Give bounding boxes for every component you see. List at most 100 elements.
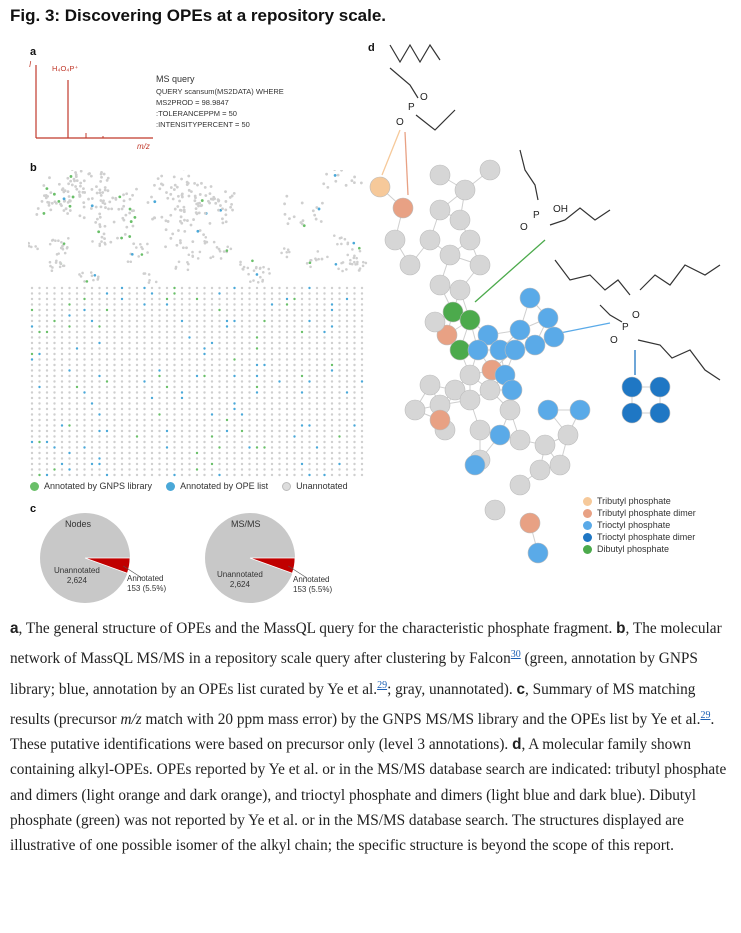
network-node xyxy=(240,369,244,372)
network-node xyxy=(203,473,206,477)
reference-link-29[interactable]: 29 xyxy=(377,679,388,691)
network-node xyxy=(98,446,101,449)
network-node xyxy=(128,341,131,345)
network-node xyxy=(225,336,229,339)
network-node xyxy=(293,297,296,301)
network-node xyxy=(131,224,135,228)
network-node xyxy=(255,314,259,317)
network-node xyxy=(135,429,139,433)
network-node xyxy=(165,352,169,356)
network-node xyxy=(120,314,124,317)
network-node xyxy=(326,255,329,259)
pie-unannotated-label: Unannotated 2,624 xyxy=(54,566,100,585)
network-node xyxy=(210,330,214,334)
network-node xyxy=(305,262,309,265)
network-node xyxy=(30,319,34,323)
network-node xyxy=(165,303,169,306)
molecular-family-network: P O O P O OH P O O xyxy=(369,43,721,564)
network-node xyxy=(98,374,101,378)
network-node xyxy=(218,286,221,290)
network-node xyxy=(263,424,266,427)
network-node xyxy=(120,374,124,378)
legend-text: Annotated by GNPS library xyxy=(44,481,153,491)
network-node xyxy=(143,435,146,438)
network-node xyxy=(135,462,139,466)
network-node xyxy=(330,325,334,328)
network-node xyxy=(323,468,326,471)
network-node xyxy=(256,280,260,284)
network-node xyxy=(128,207,132,211)
network-node xyxy=(113,286,116,290)
network-node xyxy=(285,457,289,460)
network-node xyxy=(345,407,349,411)
network-node xyxy=(240,407,244,411)
network-node xyxy=(198,193,202,196)
network-node xyxy=(98,308,101,312)
network-node xyxy=(38,418,41,422)
network-node xyxy=(330,451,334,455)
network-node xyxy=(139,242,142,246)
network-node xyxy=(68,209,72,212)
network-node xyxy=(180,292,184,295)
network-node xyxy=(203,385,206,389)
network-node xyxy=(300,352,304,356)
legend-item: Dibutyl phosphate xyxy=(583,544,696,554)
network-node xyxy=(143,391,146,394)
reference-link-29[interactable]: 29 xyxy=(700,709,711,721)
reference-link-30[interactable]: 30 xyxy=(510,649,521,661)
network-node xyxy=(330,286,334,290)
network-node xyxy=(330,374,334,378)
network-node xyxy=(293,429,296,433)
network-node xyxy=(225,314,229,317)
network-node xyxy=(300,380,304,383)
network-node xyxy=(165,319,169,323)
network-node xyxy=(128,380,131,383)
network-node xyxy=(270,352,274,356)
network-node xyxy=(218,358,221,361)
network-node xyxy=(105,374,109,378)
network-node xyxy=(75,446,79,449)
network-node xyxy=(240,435,244,438)
network-node xyxy=(53,380,56,383)
network-node xyxy=(45,369,49,372)
network-node xyxy=(30,336,34,339)
network-node xyxy=(345,418,349,422)
network-node xyxy=(330,429,334,433)
network-node xyxy=(105,330,109,334)
network-node xyxy=(38,369,41,372)
network-node xyxy=(188,402,191,405)
network-node xyxy=(57,199,61,203)
network-node xyxy=(353,374,356,378)
network-node xyxy=(300,325,304,328)
network-node xyxy=(30,297,34,301)
network-node xyxy=(188,363,191,367)
network-node xyxy=(255,440,259,444)
network-node xyxy=(218,391,221,394)
network-node xyxy=(91,240,94,243)
ms-spectrum xyxy=(35,65,153,139)
network-node xyxy=(338,396,341,400)
network-node xyxy=(270,347,274,350)
network-node xyxy=(38,396,41,400)
network-node xyxy=(270,462,274,466)
network-node xyxy=(120,429,124,433)
network-node xyxy=(113,336,116,339)
network-node xyxy=(353,363,356,367)
network-node xyxy=(203,451,206,455)
network-node xyxy=(75,396,79,400)
network-node xyxy=(135,473,139,477)
network-node xyxy=(183,218,186,222)
network-node xyxy=(30,424,34,427)
network-node xyxy=(158,424,161,427)
network-node xyxy=(323,374,326,378)
network-node xyxy=(263,325,266,328)
network-node xyxy=(60,418,64,422)
network-node xyxy=(338,391,341,394)
network-node xyxy=(98,352,101,356)
network-node xyxy=(90,314,94,317)
network-node xyxy=(225,347,229,350)
network-node xyxy=(230,202,233,206)
network-node xyxy=(293,424,296,427)
legend-item: Trioctyl phosphate xyxy=(583,520,696,530)
network-node xyxy=(353,396,356,400)
